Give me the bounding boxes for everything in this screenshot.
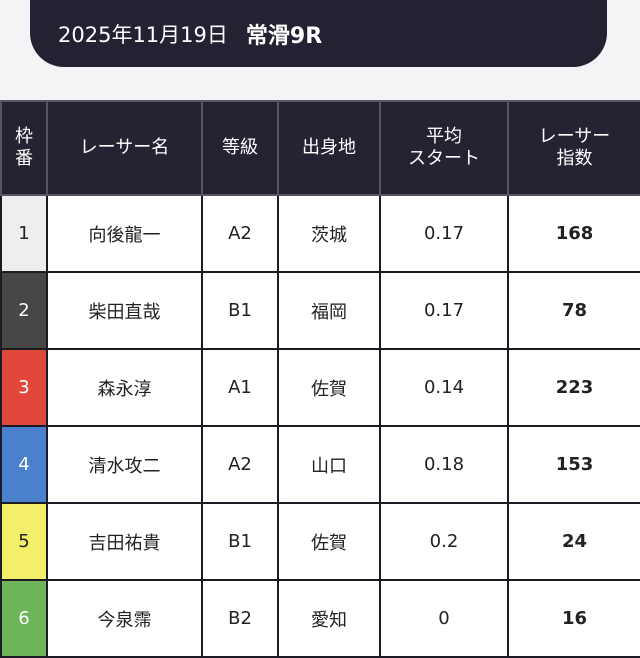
race-title: 常滑9R [245,23,323,49]
waku-cell: 5 [0,502,48,581]
header-name-label: レーサー名 [79,137,170,158]
waku-cell: 3 [0,348,48,427]
racer-grade: B1 [201,502,279,581]
waku-cell: 2 [0,271,48,350]
header-index: レーサー 指数 [507,100,640,196]
racer-home: 茨城 [277,194,381,273]
racer-start: 0.17 [379,271,509,350]
racer-name: 吉田祐貴 [46,502,203,581]
racer-grade: A2 [201,194,279,273]
racer-table: 枠 番 レーサー名 等級 出身地 平均 スタート レーサー 指数 1 向後龍一 … [0,100,640,658]
racer-index: 153 [507,425,640,504]
racer-index: 223 [507,348,640,427]
header-grade-label: 等級 [222,137,258,158]
header-start-label: 平均 スタート [408,126,480,169]
race-header: 2025年11月19日 常滑9R [30,0,607,67]
racer-name: 向後龍一 [46,194,203,273]
header-start: 平均 スタート [379,100,509,196]
racer-home: 佐賀 [277,502,381,581]
racer-name: 柴田直哉 [46,271,203,350]
racer-index: 168 [507,194,640,273]
racer-home: 愛知 [277,579,381,658]
racer-index: 16 [507,579,640,658]
header-waku-label: 枠 番 [15,126,33,169]
racer-name: 清水攻二 [46,425,203,504]
header-grade: 等級 [201,100,279,196]
racer-home: 福岡 [277,271,381,350]
table-row: 4 清水攻二 A2 山口 0.18 153 [0,425,640,504]
racer-name: 今泉霈 [46,579,203,658]
table-row: 1 向後龍一 A2 茨城 0.17 168 [0,194,640,273]
racer-index: 78 [507,271,640,350]
racer-grade: B2 [201,579,279,658]
waku-cell: 1 [0,194,48,273]
table-row: 3 森永淳 A1 佐賀 0.14 223 [0,348,640,427]
header-waku: 枠 番 [0,100,48,196]
waku-cell: 6 [0,579,48,658]
table-header-row: 枠 番 レーサー名 等級 出身地 平均 スタート レーサー 指数 [0,100,640,196]
racer-start: 0.18 [379,425,509,504]
racer-start: 0 [379,579,509,658]
racer-grade: B1 [201,271,279,350]
table-row: 5 吉田祐貴 B1 佐賀 0.2 24 [0,502,640,581]
table-row: 2 柴田直哉 B1 福岡 0.17 78 [0,271,640,350]
header-name: レーサー名 [46,100,203,196]
waku-cell: 4 [0,425,48,504]
racer-start: 0.14 [379,348,509,427]
header-index-label: レーサー 指数 [538,126,611,169]
table-row: 6 今泉霈 B2 愛知 0 16 [0,579,640,658]
race-date: 2025年11月19日 [58,22,228,47]
racer-index: 24 [507,502,640,581]
racer-name: 森永淳 [46,348,203,427]
racer-grade: A2 [201,425,279,504]
racer-home: 山口 [277,425,381,504]
racer-start: 0.17 [379,194,509,273]
header-home: 出身地 [277,100,381,196]
racer-home: 佐賀 [277,348,381,427]
racer-start: 0.2 [379,502,509,581]
header-home-label: 出身地 [302,137,356,158]
racer-grade: A1 [201,348,279,427]
